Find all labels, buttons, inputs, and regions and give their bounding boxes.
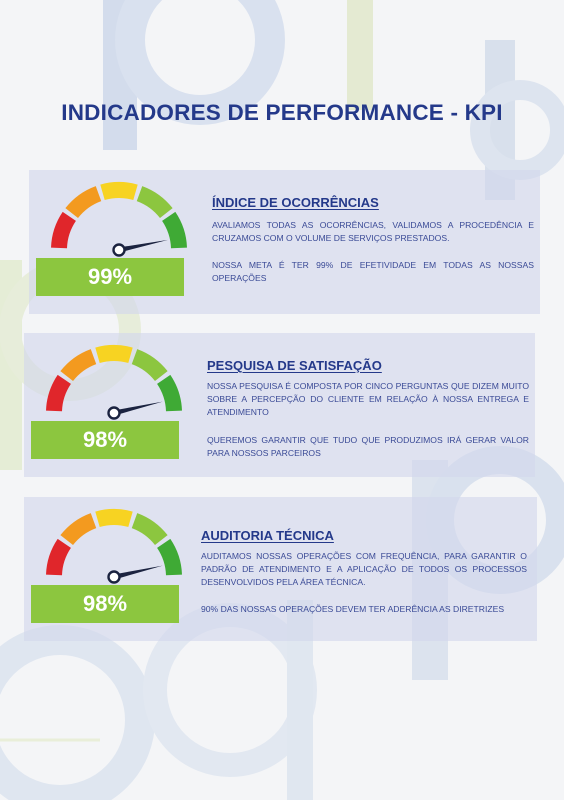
gauge-needle <box>113 401 163 416</box>
gauge-icon <box>46 344 182 420</box>
card-description: AVALIAMOS TODAS AS OCORRÊNCIAS, VALIDAMO… <box>212 220 534 243</box>
gauge-segment-green <box>156 374 182 412</box>
gauge-segment-yellow <box>95 344 133 364</box>
gauge-segment-orange <box>60 513 97 546</box>
gauge-hub <box>107 406 121 420</box>
card-goal: QUEREMOS GARANTIR QUE TUDO QUE PRODUZIMO… <box>207 435 529 458</box>
card-heading: AUDITORIA TÉCNICA <box>201 528 334 543</box>
kpi-card-ocorrencias: 99% ÍNDICE DE OCORRÊNCIAS AVALIAMOS TODA… <box>29 170 540 314</box>
score-value: 98% <box>82 591 128 616</box>
score-bar: 98% <box>31 585 179 623</box>
gauge-segment-red <box>46 374 72 412</box>
gauge-segment-light-green <box>131 349 168 382</box>
score-bar: 99% <box>36 258 184 296</box>
gauge-segment-red <box>46 538 72 576</box>
gauge-segment-red <box>51 211 77 249</box>
card-description: AUDITAMOS NOSSAS OPERAÇÕES COM FREQUÊNCI… <box>201 551 527 587</box>
card-heading: PESQUISA DE SATISFAÇÃO <box>207 358 382 373</box>
gauge-segment-orange <box>65 186 102 219</box>
card-heading: ÍNDICE DE OCORRÊNCIAS <box>212 195 379 210</box>
card-description: NOSSA PESQUISA É COMPOSTA POR CINCO PERG… <box>207 381 529 417</box>
score-value: 99% <box>87 264 133 289</box>
score-bar: 98% <box>31 421 179 459</box>
gauge-segment-light-green <box>131 513 168 546</box>
gauge-segment-green <box>156 538 182 576</box>
gauge-segment-yellow <box>95 508 133 528</box>
gauge-segment-light-green <box>136 186 173 219</box>
kpi-card-auditoria: 98% AUDITORIA TÉCNICA AUDITAMOS NOSSAS O… <box>24 497 537 641</box>
page-title: INDICADORES DE PERFORMANCE - KPI <box>61 100 503 125</box>
gauge-hub <box>107 570 121 584</box>
gauge-icon <box>51 181 187 257</box>
gauge-icon <box>46 508 182 584</box>
score-value: 98% <box>82 427 128 452</box>
card-goal: NOSSA META É TER 99% DE EFETIVIDADE EM T… <box>212 260 534 283</box>
gauge-segment-yellow <box>100 181 138 201</box>
kpi-card-satisfacao: 98% PESQUISA DE SATISFAÇÃO NOSSA PESQUIS… <box>24 333 535 477</box>
gauge-hub <box>112 243 126 257</box>
gauge-segment-green <box>161 211 187 249</box>
gauge-needle <box>118 239 168 253</box>
gauge-needle <box>113 565 163 580</box>
gauge-segment-orange <box>60 349 97 382</box>
card-goal: 90% DAS NOSSAS OPERAÇÕES DEVEM TER ADERÊ… <box>201 604 505 614</box>
